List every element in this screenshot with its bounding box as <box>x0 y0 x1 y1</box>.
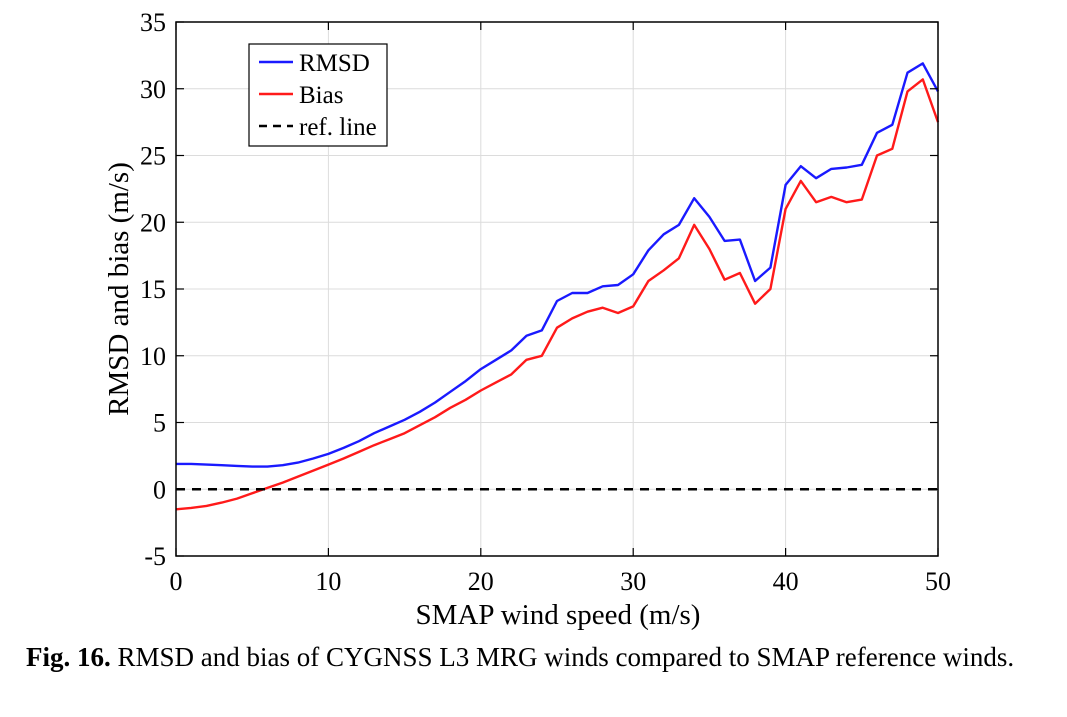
y-tick-label: -5 <box>144 542 166 571</box>
x-axis-label: SMAP wind speed (m/s) <box>416 599 701 631</box>
caption-text: RMSD and bias of CYGNSS L3 MRG winds com… <box>110 642 1015 672</box>
y-tick-label: 25 <box>140 142 166 171</box>
legend: RMSD Bias ref. line <box>248 43 388 147</box>
x-tick-label: 10 <box>315 567 341 596</box>
y-axis-label: RMSD and bias (m/s) <box>103 162 135 416</box>
x-tick-label: 50 <box>925 567 951 596</box>
series-line-bias <box>175 78 940 511</box>
figure-caption: Fig. 16. RMSD and bias of CYGNSS L3 MRG … <box>26 640 1056 674</box>
legend-label: RMSD <box>299 50 370 77</box>
series-line-rmsd <box>176 62 940 468</box>
y-tick-label: 10 <box>140 342 166 371</box>
series-layer <box>175 62 940 511</box>
y-tick-label: 35 <box>140 8 166 37</box>
legend-label: Bias <box>299 82 343 109</box>
y-tick-label: 5 <box>153 409 166 438</box>
y-tick-label: 15 <box>140 275 166 304</box>
y-tick-label: 30 <box>140 75 166 104</box>
x-tick-label: 0 <box>170 567 183 596</box>
y-tick-label: 0 <box>153 475 166 504</box>
x-tick-label: 30 <box>620 567 646 596</box>
y-tick-label: 20 <box>140 208 166 237</box>
x-tick-label: 20 <box>468 567 494 596</box>
x-tick-label: 40 <box>773 567 799 596</box>
legend-label: ref. line <box>299 114 377 141</box>
caption-label: Fig. 16. <box>26 642 111 672</box>
